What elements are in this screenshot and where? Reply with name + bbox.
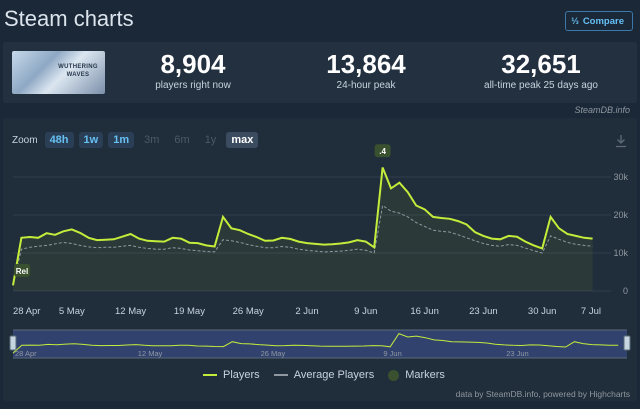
stat-current-players: 8,904 players right now	[133, 50, 253, 91]
chart-legend: Players Average Players Markers	[203, 369, 445, 381]
zoom-6m-button: 6m	[174, 134, 190, 146]
x-tick-label: 26 May	[233, 306, 264, 317]
zoom-48h-button[interactable]: 48h	[44, 132, 74, 148]
stats-panel: WUTHERING WAVES 8,904 players right now 1…	[3, 42, 637, 103]
x-tick-label: 5 May	[59, 306, 85, 317]
chart-marker	[14, 263, 30, 277]
x-tick-label: 16 Jun	[410, 306, 439, 317]
players-chart[interactable]: 0 10k 20k 30k 28 Apr 5 May 12 May 19 May 26 May 2…	[3, 118, 637, 401]
zoom-1y-button: 1y	[204, 134, 217, 146]
navigator-handle	[9, 335, 17, 351]
average-players-line	[12, 204, 593, 286]
navigator-series	[12, 332, 619, 354]
navigator-handle	[623, 335, 631, 351]
x-tick-label: 12 May	[115, 306, 146, 317]
stat-24h-peak: 13,864 24-hour peak	[306, 50, 426, 91]
x-tick-label: 23 Jun	[469, 306, 498, 317]
game-banner[interactable]: WUTHERING WAVES	[12, 51, 105, 94]
y-tick-label: 20k	[613, 210, 628, 220]
players-line	[12, 167, 593, 286]
markers-legend-swatch	[388, 369, 400, 381]
source-credit[interactable]: SteamDB.info	[574, 105, 630, 115]
legend-players[interactable]: Players	[203, 369, 260, 381]
chart-marker-label: Rel	[16, 267, 28, 276]
players-area	[13, 167, 593, 291]
navigator-tick-label: 12 May	[138, 349, 163, 358]
legend-markers[interactable]: Markers	[388, 369, 445, 381]
navigator-tick-label: 9 Jun	[383, 349, 401, 358]
x-tick-label: 2 Jun	[295, 306, 318, 317]
legend-label: Players	[223, 369, 260, 381]
legend-average-players[interactable]: Average Players	[273, 369, 375, 381]
chart-panel: Zoom 48h 1w 1m 3m 6m 1y max 0 10k 20k 30k 28…	[3, 118, 637, 401]
legend-label: Markers	[405, 369, 445, 381]
stat-label: 24-hour peak	[336, 80, 396, 91]
game-logo: WUTHERING WAVES	[58, 64, 98, 78]
x-tick-label: 9 Jun	[354, 306, 377, 317]
chart-footer[interactable]: data by SteamDB.info, powered by Highcha…	[455, 389, 630, 399]
navigator-tick-label: 23 Jun	[506, 349, 529, 358]
y-tick-label: 0	[623, 286, 628, 296]
x-tick-label: 7 Jul	[581, 306, 601, 317]
stat-value: 13,864	[326, 49, 406, 79]
download-icon[interactable]	[615, 134, 627, 148]
compare-label: Compare	[582, 15, 624, 27]
stat-label: players right now	[155, 80, 231, 91]
zoom-3m-button: 3m	[144, 134, 160, 146]
zoom-label: Zoom	[12, 134, 38, 146]
x-tick-label: 28 Apr	[13, 306, 40, 317]
stat-value: 8,904	[160, 49, 226, 79]
players-legend-swatch	[203, 374, 217, 376]
chart-marker	[374, 144, 391, 158]
stat-value: 32,651	[501, 49, 581, 79]
zoom-1m-button[interactable]: 1m	[108, 132, 135, 148]
average-legend-swatch	[273, 374, 288, 376]
stat-all-time-peak: 32,651 all-time peak 25 days ago	[471, 50, 611, 91]
zoom-bar: Zoom 48h 1w 1m 3m 6m 1y max	[12, 132, 259, 148]
chart-marker-label: .4	[379, 147, 386, 156]
navigator-window	[13, 330, 627, 358]
y-tick-label: 10k	[613, 248, 628, 258]
y-tick-label: 30k	[613, 172, 628, 182]
navigator-tick-label: 26 May	[261, 349, 286, 358]
x-tick-label: 19 May	[174, 306, 205, 317]
compare-button[interactable]: ⅓ Compare	[565, 11, 633, 31]
navigator-tick-label: 28 Apr	[15, 349, 37, 358]
zoom-1w-button[interactable]: 1w	[78, 132, 104, 148]
stat-label: all-time peak 25 days ago	[484, 80, 598, 91]
zoom-max-button[interactable]: max	[226, 132, 259, 148]
x-tick-label: 30 Jun	[528, 306, 557, 317]
legend-label: Average Players	[293, 369, 375, 381]
page-title: Steam charts	[4, 6, 134, 31]
compare-icon: ⅓	[571, 16, 579, 26]
